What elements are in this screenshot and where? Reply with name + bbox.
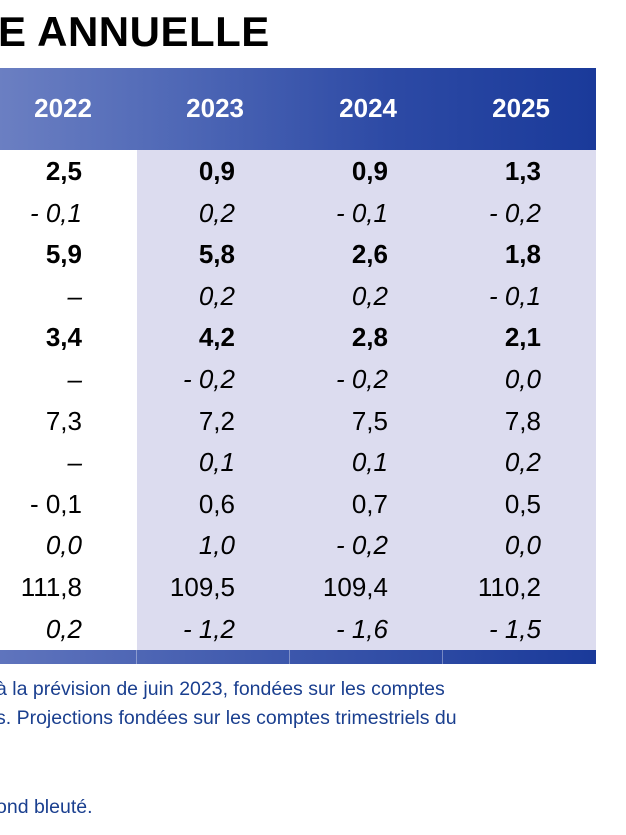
table-cell: 2,6 — [351, 239, 388, 270]
table-cell: - 1,6 — [335, 613, 388, 644]
table-cell: 7,3 — [45, 405, 82, 436]
table-cell: 0,1 — [198, 447, 235, 478]
table-cell: 4,2 — [198, 322, 235, 353]
bottom-band — [0, 650, 596, 664]
table-cell: 0,1 — [351, 447, 388, 478]
year-header-2024: 2024 — [339, 93, 397, 123]
note-line-1: à la prévision de juin 2023, fondées sur… — [0, 678, 445, 700]
table-cell: 2,1 — [504, 322, 541, 353]
table-cell: 7,5 — [351, 405, 388, 436]
band-separator — [136, 650, 137, 664]
table-cell: 0,2 — [351, 280, 388, 311]
table-cell: – — [67, 364, 82, 394]
table-cell: - 1,2 — [182, 613, 235, 644]
table-cell: 1,0 — [198, 530, 235, 561]
table-cell: 2,5 — [45, 156, 82, 186]
band-separator — [442, 650, 443, 664]
table-cell: - 0,2 — [182, 364, 235, 394]
table-cell: 0,2 — [198, 280, 235, 311]
year-header-2025: 2025 — [492, 93, 550, 123]
table-cell: 5,9 — [45, 239, 82, 270]
table-cell: 110,2 — [477, 572, 541, 602]
table-cell: 109,5 — [169, 572, 235, 602]
table-cell: 111,8 — [20, 572, 82, 602]
table-cell: 0,6 — [198, 488, 235, 519]
table-cell: - 0,1 — [488, 280, 541, 311]
table-cell: - 0,1 — [335, 197, 388, 228]
table-cell: 2,8 — [351, 322, 388, 353]
header-band — [0, 68, 596, 150]
year-header-2023: 2023 — [186, 93, 244, 123]
table-cell: 7,8 — [504, 405, 541, 436]
table-cell: 5,8 — [198, 239, 235, 270]
table-cell: - 0,2 — [488, 197, 541, 228]
note-line-3: ond bleuté. — [0, 796, 93, 818]
table-cell: - 0,1 — [29, 197, 82, 228]
table-cell: 0,0 — [504, 530, 541, 561]
table-cell: 1,3 — [504, 156, 541, 186]
table-cell: 3,4 — [45, 322, 82, 353]
table-cell: – — [67, 447, 82, 478]
table-cell: 0,0 — [504, 364, 541, 394]
table-cell: 0,2 — [198, 197, 235, 228]
table-cell: - 0,1 — [29, 488, 82, 519]
table-cell: 0,5 — [504, 488, 541, 519]
table-cell: 109,4 — [322, 572, 388, 602]
table-cell: 1,8 — [504, 239, 541, 270]
table-cell: - 0,2 — [335, 530, 388, 561]
table-cell: - 1,5 — [488, 613, 541, 644]
band-separator — [289, 650, 290, 664]
forecast-shade — [137, 150, 596, 650]
year-header-2022: 2022 — [34, 93, 92, 123]
table-cell: - 0,2 — [335, 364, 388, 394]
table-cell: 7,2 — [198, 405, 235, 436]
table-cell: 0,9 — [198, 156, 235, 186]
table-cell: 0,9 — [351, 156, 388, 186]
table-cell: 0,2 — [504, 447, 541, 478]
note-line-2: s. Projections fondées sur les comptes t… — [0, 707, 457, 729]
table-cell: 0,0 — [45, 530, 82, 561]
table-cell: 0,7 — [351, 488, 388, 519]
table-cell: – — [67, 280, 82, 311]
table-cell: 0,2 — [45, 613, 82, 644]
table-title: E ANNUELLE — [0, 8, 270, 55]
